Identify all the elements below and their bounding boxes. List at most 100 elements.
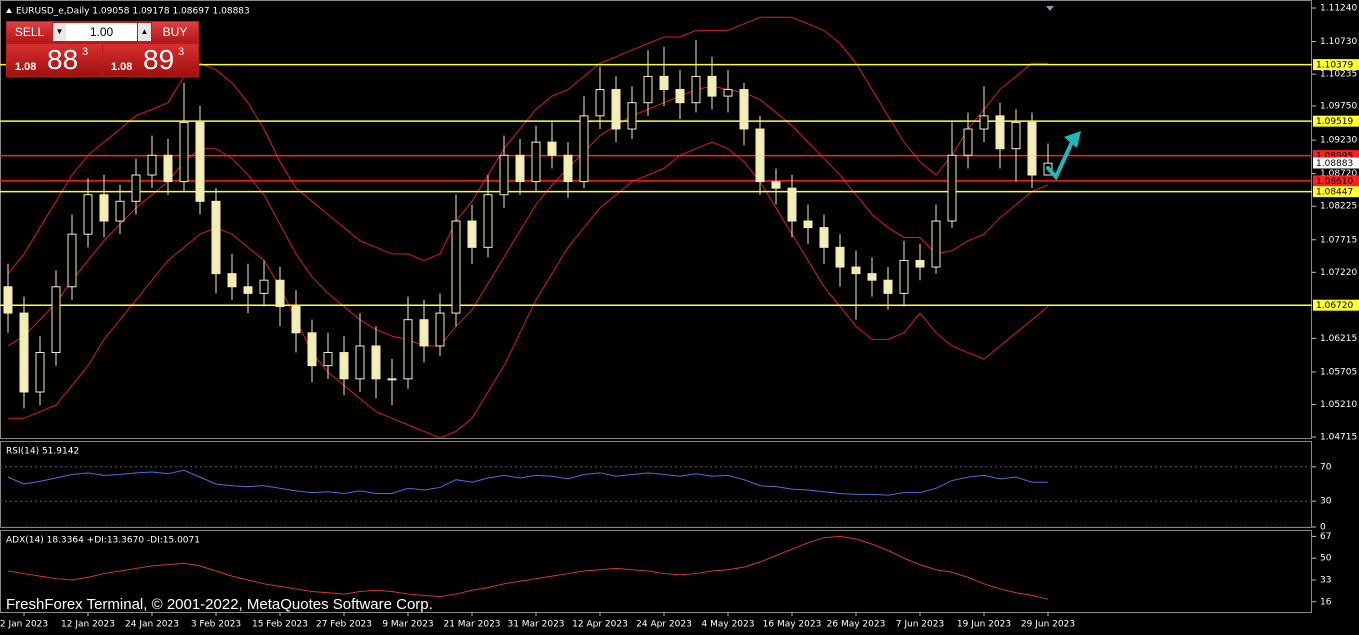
- candle-body: [899, 259, 909, 294]
- y-tick-label: 70: [1320, 462, 1332, 472]
- candle-body: [163, 154, 173, 183]
- candle-body: [147, 154, 157, 176]
- y-tick-label: 1.07220: [1320, 268, 1357, 278]
- candle-body: [83, 194, 93, 235]
- candle-body: [851, 266, 861, 275]
- shift-marker: [1046, 6, 1054, 11]
- ask-big: 1.08: [111, 61, 133, 73]
- buy-button[interactable]: BUY: [152, 22, 198, 42]
- y-tick-label: 0: [1320, 523, 1326, 533]
- y-tick-label: 1.10235: [1320, 70, 1357, 80]
- candle-body: [227, 273, 237, 288]
- y-tick-label: 1.08720: [1320, 169, 1357, 179]
- level-label-box: [1313, 150, 1359, 162]
- candle-body: [611, 89, 621, 130]
- candle-body: [131, 174, 141, 202]
- candle-body: [35, 352, 45, 393]
- candle-body: [99, 194, 109, 222]
- candle-body: [771, 181, 781, 189]
- candle-body: [803, 220, 813, 229]
- candle-body: [723, 89, 733, 97]
- y-tick-label: 1.11240: [1320, 4, 1357, 14]
- candle-body: [291, 306, 301, 334]
- x-tick-label: 4 May 2023: [702, 620, 755, 630]
- y-tick-label: 33: [1320, 575, 1331, 585]
- y-tick-label: 1.09750: [1320, 101, 1357, 111]
- sell-button[interactable]: SELL: [7, 22, 52, 42]
- y-tick-label: 1.06215: [1320, 334, 1357, 344]
- annotation-arrowhead: [1064, 131, 1081, 148]
- candle-body: [643, 75, 653, 104]
- y-tick-label: 1.05210: [1320, 400, 1357, 410]
- ask-price[interactable]: 1.08 89 3: [103, 44, 198, 76]
- x-tick-label: 12 Jan 2023: [61, 620, 115, 630]
- panel-frame: [0, 530, 1312, 613]
- candle-body: [563, 154, 573, 183]
- level-label: 1.10379: [1316, 61, 1353, 71]
- candle-body: [531, 141, 541, 183]
- panel-frame: [0, 0, 1312, 439]
- y-tick-label: 1.04715: [1320, 433, 1357, 443]
- collapse-icon[interactable]: [6, 8, 12, 13]
- candle-body: [515, 154, 525, 183]
- candle-body: [19, 312, 29, 393]
- candle-body: [979, 115, 989, 130]
- volume-input[interactable]: 1.00: [66, 23, 137, 41]
- candle-body: [499, 154, 509, 196]
- level-label: 1.08995: [1316, 152, 1353, 162]
- y-tick-label: 1.10730: [1320, 37, 1357, 47]
- bid-frac: 3: [82, 46, 89, 58]
- y-tick-label: 50: [1320, 554, 1332, 564]
- level-label: 1.08447: [1316, 188, 1353, 198]
- candle-body: [451, 220, 461, 314]
- y-tick-label: 1.07715: [1320, 235, 1357, 245]
- candle-body: [1011, 121, 1021, 150]
- candle-body: [931, 220, 941, 268]
- candle-body: [67, 233, 77, 288]
- level-label-box: [1313, 299, 1359, 311]
- candle-body: [355, 345, 365, 380]
- indicator-line: [7, 469, 1048, 496]
- volume-down[interactable]: ▼: [53, 23, 66, 41]
- candle-body: [707, 75, 717, 97]
- level-label: 1.09519: [1316, 117, 1353, 127]
- volume-up[interactable]: ▲: [138, 23, 151, 41]
- indicator-line: [7, 535, 1049, 600]
- candle-body: [787, 187, 797, 222]
- level-label: 1.08610: [1316, 177, 1353, 187]
- candle-body: [963, 128, 973, 156]
- y-tick-label: 1.09230: [1320, 136, 1357, 146]
- level-label-box: [1313, 186, 1359, 198]
- last-price-label: 1.08883: [1316, 159, 1353, 169]
- level-label-box: [1313, 175, 1359, 187]
- x-tick-label: 24 Jan 2023: [125, 620, 179, 630]
- candle-body: [675, 89, 685, 104]
- candle-body: [259, 279, 269, 294]
- y-tick-label: 30: [1320, 497, 1332, 507]
- candle-body: [339, 352, 349, 380]
- candle-body: [947, 154, 957, 222]
- panel-title: RSI(14) 51.9142: [6, 447, 79, 457]
- candle-body: [915, 259, 925, 268]
- candle-body: [483, 194, 493, 248]
- bollinger-band: [8, 141, 1049, 439]
- candle-body: [435, 312, 445, 347]
- one-click-trading-panel: SELL ▼ 1.00 ▲ BUY 1.08 88 3 1.08 89 3: [6, 21, 199, 77]
- candle-body: [627, 102, 637, 130]
- candle-body: [755, 128, 765, 183]
- candle-body: [403, 319, 413, 380]
- bid-price[interactable]: 1.08 88 3: [7, 44, 102, 76]
- candle-body: [995, 115, 1005, 150]
- candle-body: [387, 378, 397, 381]
- candle-body: [275, 279, 285, 308]
- x-tick-label: 9 Mar 2023: [382, 620, 433, 630]
- candle-body: [323, 352, 333, 367]
- ask-frac: 3: [178, 46, 185, 58]
- symbol-header: EURUSD_e,Daily 1.09058 1.09178 1.08697 1…: [16, 7, 250, 17]
- watermark: FreshForex Terminal, © 2001-2022, MetaQu…: [6, 596, 433, 613]
- panel-title: ADX(14) 18.3364 +DI:13.3670 -DI:15.0071: [6, 536, 200, 546]
- x-tick-label: 21 Mar 2023: [443, 620, 500, 630]
- bid-big: 1.08: [15, 61, 37, 73]
- candle-body: [819, 227, 829, 248]
- y-tick-label: 1.08225: [1320, 202, 1357, 212]
